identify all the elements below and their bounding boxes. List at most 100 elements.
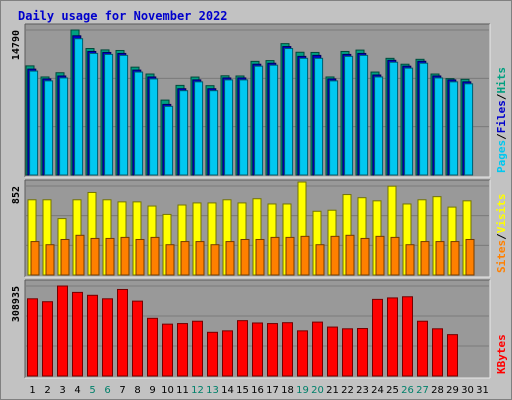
bar-sites-day-2	[45, 244, 55, 276]
x-tick-label-day-29: 29	[446, 385, 459, 396]
bar-pages-day-12	[194, 81, 204, 176]
bar-pages-day-7	[119, 54, 129, 176]
bar-kbytes-day-5	[87, 294, 98, 377]
x-tick-label-day-18: 18	[281, 385, 294, 396]
bar-kbytes-day-19	[297, 330, 308, 377]
bar-kbytes-day-2	[42, 301, 53, 377]
bar-pages-day-21	[329, 80, 339, 176]
bar-sites-day-13	[210, 244, 220, 276]
legend-pages: Pages	[495, 140, 508, 173]
x-tick-label-day-15: 15	[236, 385, 249, 396]
bar-kbytes-day-12	[192, 320, 203, 377]
bar-sites-day-9	[150, 236, 160, 276]
bar-sites-day-29	[450, 241, 460, 276]
bar-sites-day-22	[345, 234, 355, 276]
bar-kbytes-day-10	[162, 323, 173, 377]
bar-pages-day-18	[284, 48, 294, 176]
legend-separator: /	[495, 93, 508, 100]
x-tick-label-day-11: 11	[176, 385, 189, 396]
bar-pages-day-17	[269, 64, 279, 176]
x-tick-label-day-8: 8	[134, 385, 140, 396]
bar-sites-day-16	[255, 238, 265, 276]
bar-kbytes-day-3	[57, 285, 68, 377]
bar-sites-day-5	[90, 237, 100, 276]
x-tick-label-day-4: 4	[74, 385, 80, 396]
x-tick-label-day-30: 30	[461, 385, 474, 396]
legend-hits-files-pages: Pages/Files/Hits	[495, 67, 508, 173]
x-tick-label-day-27: 27	[416, 385, 429, 396]
x-tick-label-day-31: 31	[476, 385, 489, 396]
legend-hits: Hits	[495, 67, 508, 94]
y-max-label: 852	[11, 186, 22, 204]
bar-sites-day-30	[465, 238, 475, 276]
bar-pages-day-30	[464, 83, 474, 176]
bar-sites-day-17	[270, 236, 280, 276]
bar-kbytes-day-15	[237, 320, 248, 377]
x-tick-label-day-16: 16	[251, 385, 264, 396]
bar-pages-day-14	[224, 79, 234, 176]
bar-pages-day-13	[209, 90, 219, 176]
bar-sites-day-14	[225, 241, 235, 276]
x-tick-label-day-26: 26	[401, 385, 414, 396]
bar-kbytes-day-21	[327, 326, 338, 377]
bar-kbytes-day-23	[357, 328, 368, 377]
legend-files: Files	[495, 100, 508, 133]
x-tick-label-day-22: 22	[341, 385, 354, 396]
bar-pages-day-9	[149, 78, 159, 176]
bar-pages-day-27	[419, 62, 429, 176]
x-tick-label-day-10: 10	[161, 385, 174, 396]
bar-pages-day-15	[239, 79, 249, 176]
bar-sites-day-12	[195, 241, 205, 276]
x-tick-label-day-19: 19	[296, 385, 309, 396]
x-tick-label-day-25: 25	[386, 385, 399, 396]
x-tick-label-day-14: 14	[221, 385, 234, 396]
bar-pages-day-23	[359, 54, 369, 176]
bar-sites-day-10	[165, 244, 175, 276]
bar-sites-day-26	[405, 244, 415, 276]
bar-sites-day-24	[375, 235, 385, 276]
bar-pages-day-19	[299, 57, 309, 176]
bar-pages-day-24	[374, 76, 384, 176]
legend-kbytes: KBytes	[495, 334, 508, 374]
bar-sites-day-1	[30, 241, 40, 276]
bar-sites-day-15	[240, 238, 250, 276]
bar-kbytes-day-24	[372, 298, 383, 377]
bar-sites-day-7	[120, 236, 130, 276]
legend-visits: Visits	[495, 194, 508, 234]
bar-kbytes-day-9	[147, 317, 158, 377]
bar-kbytes-day-25	[387, 297, 398, 377]
bar-kbytes-day-4	[72, 291, 83, 377]
bar-sites-day-28	[435, 241, 445, 276]
bar-sites-day-3	[60, 238, 70, 276]
x-tick-label-day-2: 2	[44, 385, 50, 396]
x-tick-label-day-13: 13	[206, 385, 219, 396]
bar-pages-day-29	[449, 81, 459, 176]
bar-pages-day-11	[179, 90, 189, 176]
y-max-label: 308935	[11, 286, 22, 322]
bar-kbytes-day-18	[282, 322, 293, 377]
chart-title: Daily usage for November 2022	[18, 9, 228, 23]
bar-kbytes-day-22	[342, 328, 353, 377]
bar-sites-day-21	[330, 235, 340, 276]
bar-kbytes-day-28	[432, 328, 443, 377]
x-tick-label-day-9: 9	[149, 385, 155, 396]
legend-sites: Sites	[495, 240, 508, 273]
x-tick-label-day-23: 23	[356, 385, 369, 396]
x-tick-label-day-6: 6	[104, 385, 110, 396]
x-tick-label-day-7: 7	[119, 385, 125, 396]
x-tick-label-day-5: 5	[89, 385, 95, 396]
bar-sites-day-4	[75, 234, 85, 276]
bar-sites-day-18	[285, 236, 295, 276]
bar-kbytes-day-1	[27, 298, 38, 377]
bar-pages-day-2	[44, 80, 54, 176]
legend-visits-sites: Sites/Visits	[495, 194, 508, 274]
bar-sites-day-20	[315, 244, 325, 276]
bar-kbytes-day-29	[447, 334, 458, 377]
bar-kbytes-day-26	[402, 296, 413, 377]
bar-pages-day-6	[104, 53, 114, 176]
bar-pages-day-5	[89, 52, 99, 176]
bar-pages-day-3	[59, 77, 69, 176]
bar-sites-day-6	[105, 237, 115, 276]
x-tick-label-day-24: 24	[371, 385, 384, 396]
